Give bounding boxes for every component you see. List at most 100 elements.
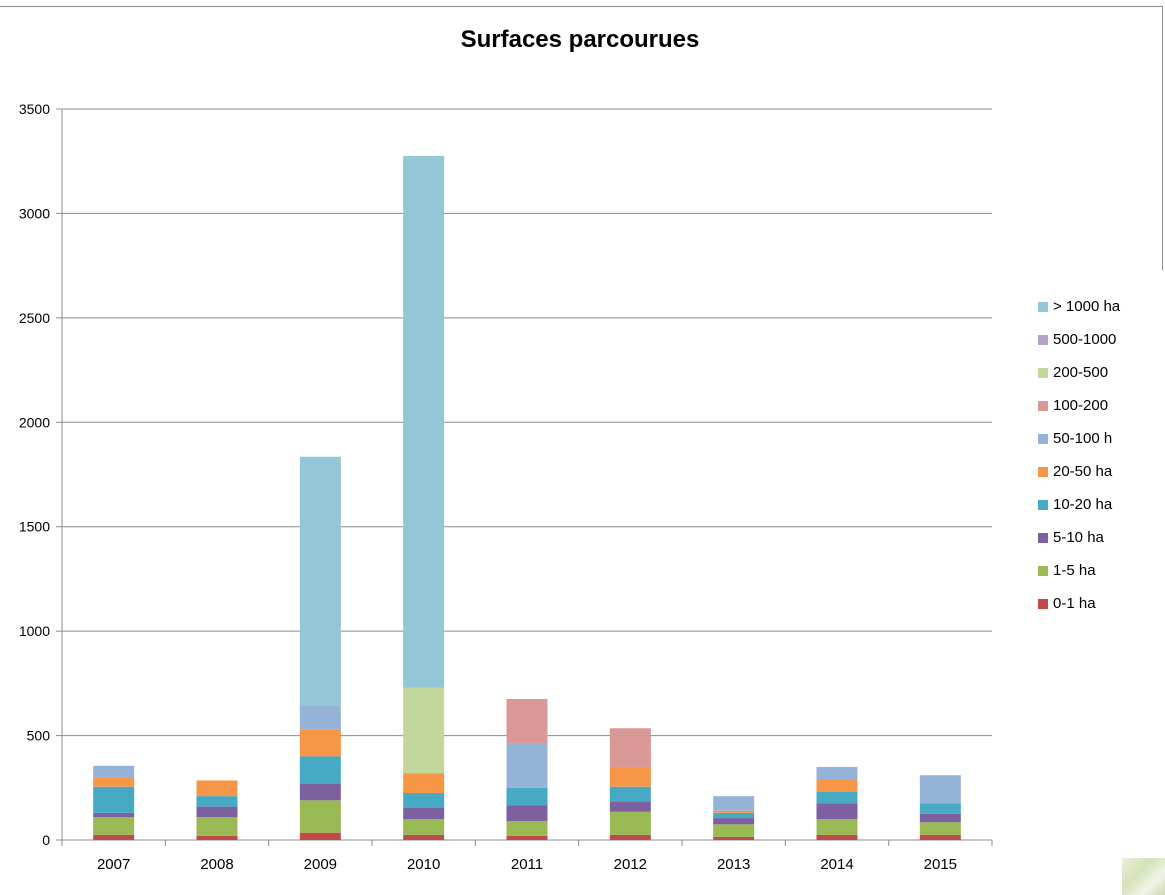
bar-segment — [403, 687, 445, 774]
bar-segment — [506, 821, 548, 836]
legend-label: 100-200 — [1053, 397, 1109, 414]
legend-item: 0-1 ha — [1038, 587, 1165, 620]
bar-segment — [93, 765, 135, 778]
bar-segment — [713, 812, 755, 819]
bar-segment — [713, 836, 755, 840]
bar-segment — [299, 832, 341, 840]
bar-segment — [196, 835, 238, 840]
legend-label: 500-1000 — [1053, 331, 1117, 348]
legend-item: 100-200 — [1038, 389, 1165, 422]
bar-segment — [816, 791, 858, 804]
bar-segment — [713, 796, 755, 811]
x-tick-label: 2012 — [614, 856, 647, 873]
bar-segment — [196, 817, 238, 836]
bar-segment — [816, 766, 858, 780]
x-tick-label: 2014 — [820, 856, 853, 873]
y-tick-label: 2000 — [19, 414, 50, 430]
x-tick-label: 2007 — [97, 856, 130, 873]
bar-segment — [609, 786, 651, 802]
legend-item: 1-5 ha — [1038, 554, 1165, 587]
legend-label: 200-500 — [1053, 364, 1109, 381]
y-tick-label: 1500 — [19, 519, 50, 535]
bar-segment — [196, 806, 238, 818]
bar-segment — [919, 803, 961, 814]
bar-segment — [299, 756, 341, 784]
x-tick-label: 2009 — [304, 856, 337, 873]
y-tick-label: 1000 — [19, 623, 50, 639]
legend-swatch — [1038, 400, 1048, 411]
bar-segment — [816, 819, 858, 835]
legend-swatch — [1038, 565, 1048, 576]
bar-segment — [609, 834, 651, 840]
bar-segment — [816, 779, 858, 792]
x-tick-label: 2011 — [511, 856, 543, 873]
bar-segment — [403, 834, 445, 840]
y-tick-label: 2500 — [19, 310, 50, 326]
legend-swatch — [1038, 532, 1048, 543]
legend-swatch — [1038, 367, 1048, 378]
bar-segment — [919, 834, 961, 840]
bar-segment — [609, 766, 651, 787]
legend-label: 1-5 ha — [1053, 562, 1096, 579]
x-tick-label: 2015 — [924, 856, 957, 873]
bar-segment — [506, 743, 548, 788]
bar-segment — [506, 805, 548, 822]
bar-segment — [403, 155, 445, 688]
map-thumbnail-corner — [1122, 858, 1165, 895]
legend-item: 500-1000 — [1038, 323, 1165, 356]
bar-segment — [506, 835, 548, 840]
x-tick-label: 2013 — [717, 856, 750, 873]
bar-segment — [93, 777, 135, 787]
chart-legend: > 1000 ha 500-1000 200-500 100-200 50-100 h 2… — [1038, 290, 1165, 620]
legend-item: 200-500 — [1038, 356, 1165, 389]
bar-segment — [609, 811, 651, 835]
bar-segment — [919, 822, 961, 835]
chart-frame-top-border — [0, 6, 1163, 7]
legend-swatch — [1038, 499, 1048, 510]
bar-segment — [816, 803, 858, 820]
legend-item: 10-20 ha — [1038, 488, 1165, 521]
bar-segment — [403, 819, 445, 835]
legend-label: 20-50 ha — [1053, 463, 1113, 480]
bar-segment — [196, 796, 238, 807]
bar-segment — [713, 810, 755, 813]
legend-swatch — [1038, 598, 1048, 609]
bar-segment — [816, 834, 858, 840]
bar-segment — [609, 728, 651, 767]
bar-segment — [403, 807, 445, 820]
legend-label: > 1000 ha — [1053, 298, 1121, 315]
bar-segment — [919, 813, 961, 823]
y-tick-label: 0 — [42, 832, 50, 848]
bar-segment — [93, 817, 135, 835]
y-tick-label: 3000 — [19, 205, 50, 221]
bar-segment — [713, 818, 755, 825]
x-tick-label: 2008 — [200, 856, 233, 873]
bar-segment — [93, 812, 135, 818]
stacked-bar-chart: 0 500 1000 1500 2000 2500 3000 3500 2007 2008 2009… — [19, 101, 993, 873]
bar-segment — [299, 729, 341, 757]
bar-segment — [299, 800, 341, 833]
legend-item: 20-50 ha — [1038, 455, 1165, 488]
bar-segment — [299, 705, 341, 730]
legend-item: 50-100 h — [1038, 422, 1165, 455]
bar-segment — [299, 456, 341, 706]
chart-frame-right-border — [1162, 6, 1163, 270]
y-tick-label: 3500 — [19, 101, 50, 117]
legend-item: > 1000 ha — [1038, 290, 1165, 323]
bar-segment — [506, 699, 548, 744]
bar-segment — [609, 801, 651, 812]
legend-label: 50-100 h — [1053, 430, 1113, 447]
chart-title: Surfaces parcourues — [460, 26, 700, 53]
bar-segment — [713, 824, 755, 837]
legend-swatch — [1038, 301, 1048, 312]
legend-label: 10-20 ha — [1053, 496, 1113, 513]
legend-swatch — [1038, 466, 1048, 477]
legend-item: 5-10 ha — [1038, 521, 1165, 554]
bar-segment — [403, 793, 445, 808]
bar-segment — [919, 775, 961, 804]
legend-swatch — [1038, 334, 1048, 345]
bar-segment — [299, 783, 341, 801]
x-tick-label: 2010 — [407, 856, 440, 873]
legend-label: 5-10 ha — [1053, 529, 1104, 546]
bar-segment — [403, 773, 445, 794]
